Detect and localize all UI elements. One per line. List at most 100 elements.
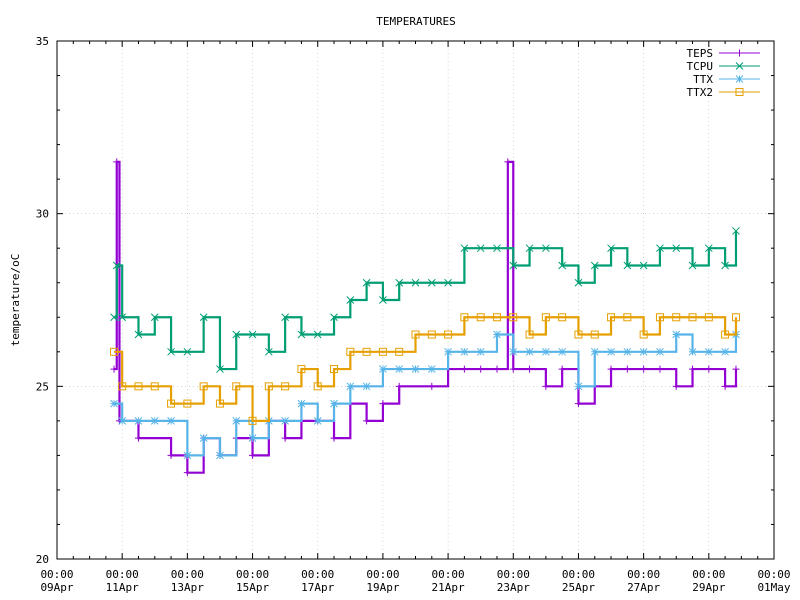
data-point-teps <box>379 400 387 408</box>
data-point-teps <box>281 434 289 442</box>
x-tick-time-label: 00:00 <box>497 568 530 581</box>
data-point-ttx <box>199 434 208 442</box>
data-point-tcpu <box>112 261 121 270</box>
data-point-teps <box>558 365 566 373</box>
data-point-ttx <box>460 347 469 356</box>
data-point-ttx2 <box>281 382 290 391</box>
data-point-tcpu <box>493 244 501 253</box>
data-point-teps <box>167 451 175 459</box>
data-point-tcpu <box>509 261 518 270</box>
data-point-ttx2 <box>655 313 664 322</box>
data-point-ttx2 <box>574 330 583 339</box>
data-point-teps <box>134 434 142 442</box>
data-point-tcpu <box>330 313 338 322</box>
x-tick-time-label: 00:00 <box>562 568 595 581</box>
data-point-tcpu <box>232 330 241 339</box>
x-tick-time-label: 00:00 <box>106 568 139 581</box>
data-point-tcpu <box>476 244 485 253</box>
data-point-tcpu <box>639 261 648 270</box>
axes: 2025303500:0009Apr00:0011Apr00:0013Apr00… <box>36 35 791 594</box>
data-point-tcpu <box>688 261 697 270</box>
x-tick-time-label: 00:00 <box>627 568 660 581</box>
data-point-teps <box>504 158 512 166</box>
data-point-ttx2 <box>118 382 127 391</box>
data-point-ttx <box>476 347 485 356</box>
data-point-teps <box>183 469 191 477</box>
data-point-ttx <box>297 399 306 408</box>
data-point-ttx2 <box>590 330 599 339</box>
data-point-ttx2 <box>688 313 697 322</box>
data-point-teps <box>721 382 729 390</box>
data-point-teps <box>330 434 338 442</box>
data-point-ttx <box>346 382 355 391</box>
data-point-ttx2 <box>362 347 371 356</box>
data-point-ttx <box>330 399 338 408</box>
data-point-ttx <box>509 347 518 356</box>
data-point-ttx <box>639 347 648 356</box>
data-point-tcpu <box>590 261 599 270</box>
data-point-tcpu <box>281 313 289 322</box>
data-point-ttx <box>216 451 224 460</box>
data-point-ttx2 <box>199 382 208 391</box>
y-tick-label: 25 <box>36 380 49 393</box>
data-point-teps <box>509 365 517 373</box>
x-tick-time-label: 00:00 <box>692 568 725 581</box>
x-tick-date-label: 11Apr <box>106 581 139 594</box>
data-point-teps <box>249 451 257 459</box>
legend-marker-teps <box>736 49 743 57</box>
data-point-tcpu <box>721 261 729 270</box>
data-point-teps <box>460 365 468 373</box>
data-point-ttx <box>118 417 127 425</box>
y-tick-label: 35 <box>36 35 49 48</box>
data-point-tcpu <box>732 227 740 235</box>
data-point-ttx <box>493 330 501 339</box>
data-point-ttx2 <box>623 313 632 322</box>
data-point-ttx <box>281 417 289 425</box>
data-point-ttx2 <box>346 347 355 356</box>
data-point-ttx2 <box>330 365 339 374</box>
data-point-ttx2 <box>313 382 322 391</box>
data-point-ttx <box>150 417 159 425</box>
x-tick-date-label: 29Apr <box>692 581 725 594</box>
data-point-ttx2 <box>558 313 567 322</box>
x-tick-date-label: 21Apr <box>432 581 465 594</box>
data-point-ttx <box>672 330 681 339</box>
data-point-ttx <box>525 347 534 356</box>
data-point-ttx2 <box>476 313 485 322</box>
x-tick-date-label: 01May <box>757 581 790 594</box>
legend-marker-tcpu <box>735 62 744 70</box>
x-tick-time-label: 00:00 <box>757 568 790 581</box>
data-point-tcpu <box>444 278 452 287</box>
data-point-ttx2 <box>460 313 469 322</box>
data-point-ttx <box>134 417 143 425</box>
data-point-ttx2 <box>444 330 453 339</box>
data-point-ttx2 <box>395 347 404 356</box>
x-tick-time-label: 00:00 <box>236 568 269 581</box>
data-point-teps <box>477 365 485 373</box>
series-line-teps <box>114 160 738 474</box>
data-point-ttx2 <box>167 399 176 408</box>
data-point-tcpu <box>395 278 404 287</box>
legend-marker-ttx2 <box>735 88 744 96</box>
data-point-teps <box>110 365 118 373</box>
data-point-ttx2 <box>378 347 387 356</box>
data-point-teps <box>705 365 713 373</box>
data-point-ttx2 <box>232 382 241 391</box>
data-point-teps <box>363 417 371 425</box>
data-point-ttx <box>688 347 697 356</box>
data-point-teps <box>395 382 403 390</box>
x-tick-date-label: 23Apr <box>497 581 530 594</box>
data-point-ttx2 <box>427 330 436 339</box>
data-point-ttx <box>444 347 452 356</box>
data-point-tcpu <box>672 244 681 253</box>
data-point-ttx <box>574 382 583 391</box>
data-point-ttx <box>248 434 257 442</box>
x-tick-date-label: 17Apr <box>301 581 334 594</box>
x-tick-time-label: 00:00 <box>171 568 204 581</box>
data-point-ttx2 <box>264 382 273 391</box>
x-tick-date-label: 25Apr <box>562 581 595 594</box>
data-point-tcpu <box>248 330 257 339</box>
data-point-teps <box>672 382 680 390</box>
data-point-tcpu <box>379 296 387 304</box>
